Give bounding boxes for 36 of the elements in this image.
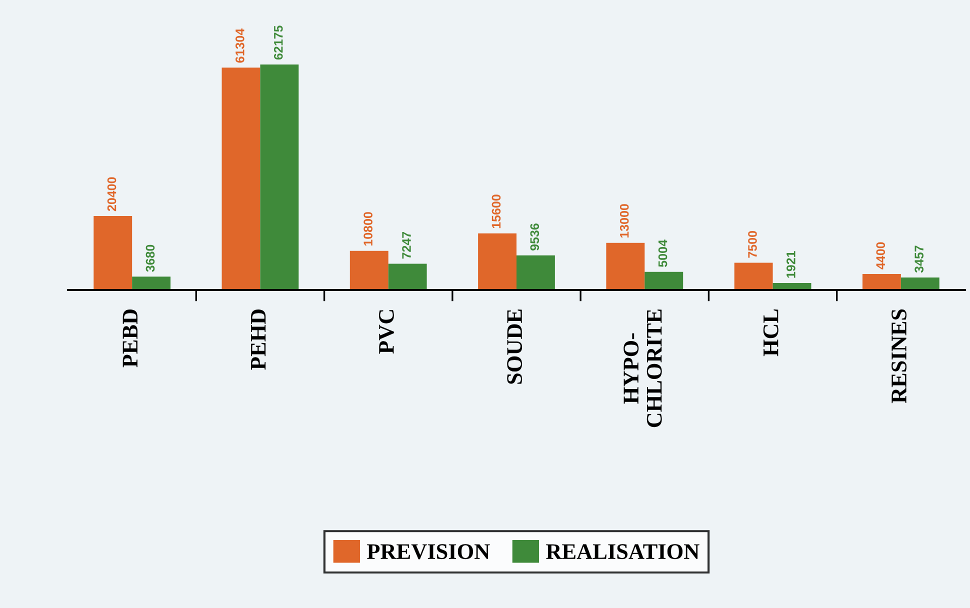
- data-label: 1921: [786, 251, 796, 278]
- legend-label: REALISATION: [546, 544, 700, 560]
- data-label: 61304: [235, 28, 244, 63]
- x-tick-label: SOUDE: [507, 310, 522, 384]
- data-label: 3457: [914, 246, 924, 273]
- bar: [516, 255, 555, 290]
- bar: [350, 250, 388, 290]
- x-tick-label: PEBD: [122, 309, 138, 368]
- bar: [94, 216, 132, 290]
- x-tick-label: HYPO- CHLORITE: [624, 310, 662, 428]
- data-label: 5004: [658, 240, 668, 267]
- bar: [388, 264, 427, 290]
- data-label: 7500: [748, 230, 757, 258]
- bar: [900, 277, 940, 290]
- bar: [606, 242, 645, 290]
- bar: [734, 262, 773, 290]
- data-label: 13000: [620, 204, 629, 238]
- data-label: 7247: [402, 232, 411, 259]
- x-tick-label: PEHD: [251, 309, 266, 370]
- data-label: 3680: [146, 244, 155, 272]
- data-label: 62175: [274, 26, 283, 60]
- data-label: 15600: [492, 194, 501, 228]
- legend-label: PREVISION: [367, 544, 490, 560]
- bar: [132, 276, 171, 290]
- bar: [260, 64, 299, 290]
- bar: [478, 233, 516, 290]
- bar: [862, 274, 901, 290]
- bar: [222, 68, 260, 290]
- bar: [644, 272, 684, 290]
- data-label: 4400: [876, 242, 886, 270]
- data-label: 10800: [364, 212, 372, 246]
- data-label: 9536: [530, 224, 540, 250]
- x-tick-label: RESINES: [892, 309, 906, 404]
- x-tick-label: PVC: [378, 310, 394, 354]
- x-tick-label: HCL: [763, 309, 778, 356]
- data-label: 20400: [107, 177, 116, 212]
